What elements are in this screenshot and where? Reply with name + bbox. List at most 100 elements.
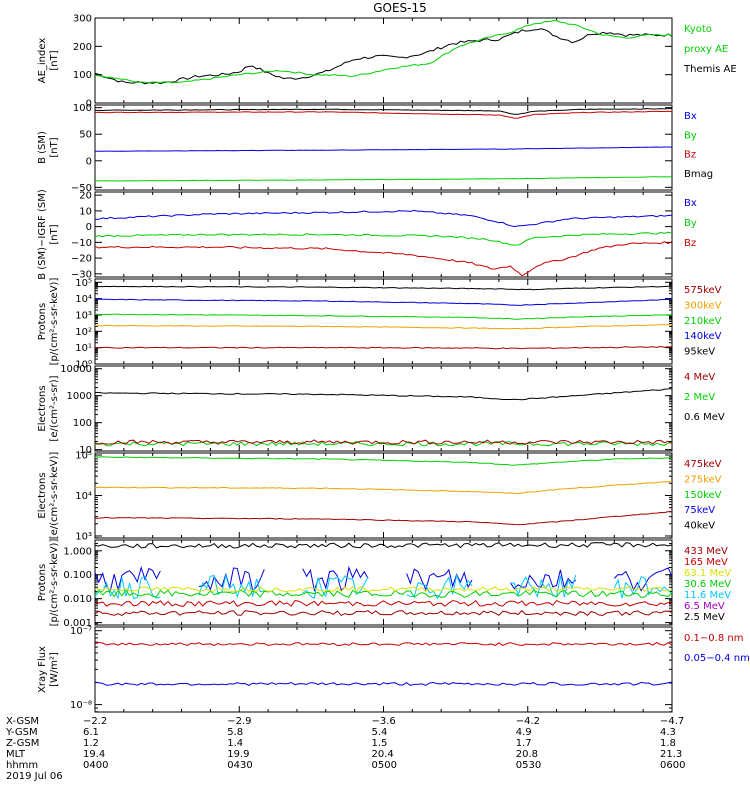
series-line	[94, 231, 673, 246]
y-tick-label: 10⁻⁸	[70, 700, 92, 711]
y-tick-label: −50	[71, 183, 92, 194]
y-tick-label: 10⁰	[75, 360, 92, 371]
y-axis-label: [nT]	[49, 137, 60, 157]
series-line	[94, 439, 673, 445]
series-line	[94, 146, 673, 152]
legend-entry: Bx	[684, 198, 697, 209]
y-axis-label: Protons	[37, 303, 48, 340]
legend-entry: 140keV	[684, 331, 722, 342]
footer-value: 19.4	[83, 749, 105, 760]
legend-entry: 433 MeV	[684, 546, 728, 557]
footer-value: 4.9	[516, 727, 532, 738]
footer-value: 0600	[660, 760, 685, 771]
footer-value: −4.2	[516, 716, 540, 727]
legend-entry: 575keV	[684, 285, 722, 296]
panel-frame	[94, 452, 673, 539]
legend-entry: Kyoto	[684, 24, 712, 35]
y-tick-label: 10⁴	[75, 294, 92, 305]
panel-frame	[94, 539, 673, 626]
series-line	[94, 589, 673, 599]
y-tick-label: 10⁴	[75, 491, 92, 502]
footer-row-label: X-GSM	[6, 716, 39, 727]
footer-value: 19.9	[227, 749, 249, 760]
legend-entry: 6.5 MeV	[684, 601, 725, 612]
y-axis-label: [e/(cm²-s-sr-keV)]	[49, 452, 60, 540]
series-line	[94, 586, 673, 593]
series-line	[94, 599, 673, 607]
y-tick-label: 10⁵	[75, 278, 92, 289]
series-line	[94, 481, 673, 495]
panel-frame	[94, 278, 673, 365]
legend-entry: 4 MeV	[684, 372, 715, 383]
y-tick-label: 10²	[75, 327, 92, 338]
footer-value: 0400	[83, 760, 108, 771]
y-tick-label: 1.000	[63, 546, 92, 557]
y-tick-label: 10	[79, 206, 92, 217]
panel-bsm: −50 0 50 100 B (SM) [nT] Bx By Bz Bmag	[37, 103, 713, 194]
footer-value: 1.2	[83, 738, 99, 749]
y-tick-label: 10	[79, 445, 92, 456]
legend-entry: 0.05−0.4 nm	[684, 653, 750, 664]
footer-value: −2.2	[83, 716, 107, 727]
legend-entry: Bx	[684, 111, 697, 122]
legend-entry: 150keV	[684, 490, 722, 501]
y-tick-label: 0	[86, 156, 92, 167]
series-line	[94, 609, 673, 617]
footer-value: −3.6	[372, 716, 396, 727]
panel-protons1: 10⁰ 10¹ 10² 10³ 10⁴ 10⁵ Protons [p/(cm²-s-sr-ke…	[37, 278, 722, 371]
legend-entry: Bmag	[684, 169, 713, 180]
y-tick-label: −20	[71, 254, 92, 265]
y-axis-label: B (SM)	[37, 131, 48, 164]
footer-value: 1.5	[372, 738, 388, 749]
legend-entry: By	[684, 130, 697, 141]
series-line	[95, 388, 673, 401]
footer-value: 5.8	[227, 727, 243, 738]
y-tick-label: 300	[73, 14, 92, 25]
y-tick-label: 10⁻⁷	[70, 626, 92, 637]
legend-entry: 75keV	[684, 505, 715, 516]
y-axis-label: [p/(cm²-s-sr-keV)]	[49, 539, 60, 627]
series-line	[94, 241, 673, 277]
y-tick-label: 0.100	[63, 570, 92, 581]
legend-entry: Bz	[684, 238, 696, 249]
footer-row-label: Y-GSM	[5, 727, 38, 738]
y-tick-label: 50	[79, 130, 92, 141]
legend-entry: 2.5 MeV	[684, 612, 725, 623]
y-axis-label: [e/(cm²-s-sr)]	[49, 375, 60, 441]
legend-entry: 0.6 MeV	[684, 412, 725, 423]
legend-entry: By	[684, 218, 697, 229]
y-tick-label: 10¹	[75, 343, 92, 354]
legend-entry: 40keV	[684, 521, 715, 532]
footer-row-label: hhmm	[6, 760, 38, 771]
y-tick-label: 10³	[75, 310, 92, 321]
y-tick-label: −30	[71, 269, 92, 280]
y-tick-label: 100	[73, 418, 92, 429]
footer-value: 1.8	[660, 738, 676, 749]
y-tick-label: 10³	[75, 531, 92, 542]
legend-entry: Bz	[684, 150, 696, 161]
series-line	[94, 456, 673, 466]
y-tick-label: −10	[71, 238, 92, 249]
y-axis-label: [nT]	[49, 50, 60, 70]
legend-entry: 30.6 MeV	[684, 579, 731, 590]
series-line	[94, 110, 673, 119]
panel-protons2: 0.001 0.010 0.100 1.000 Protons [p/(cm²-s-sr-…	[37, 539, 731, 630]
footer-value: 1.4	[227, 738, 243, 749]
series-line	[94, 298, 673, 306]
panel-ae: 0 100 200 300 AE_index [nT] Kyoto proxy AE Themi…	[37, 14, 737, 110]
y-axis-label: Electrons	[37, 385, 48, 431]
y-tick-label: 0.001	[63, 618, 92, 629]
series-line	[95, 108, 672, 115]
footer-value: 4.3	[660, 727, 676, 738]
series-line	[94, 681, 673, 686]
series-line	[94, 313, 672, 320]
legend-entry: 2 MeV	[684, 392, 715, 403]
series-line	[94, 641, 673, 647]
panel-electrons1: 10 100 1000 10000 Electrons [e/(cm²-s-sr)] 4 M…	[37, 364, 725, 456]
footer-row-label: 2019 Jul 06	[6, 771, 63, 782]
footer-value: 0530	[516, 760, 541, 771]
y-axis-label: Xray Flux	[37, 646, 48, 693]
y-tick-label: 1000	[67, 391, 92, 402]
y-axis-label: [p/(cm²-s-sr-keV)]	[49, 278, 60, 366]
